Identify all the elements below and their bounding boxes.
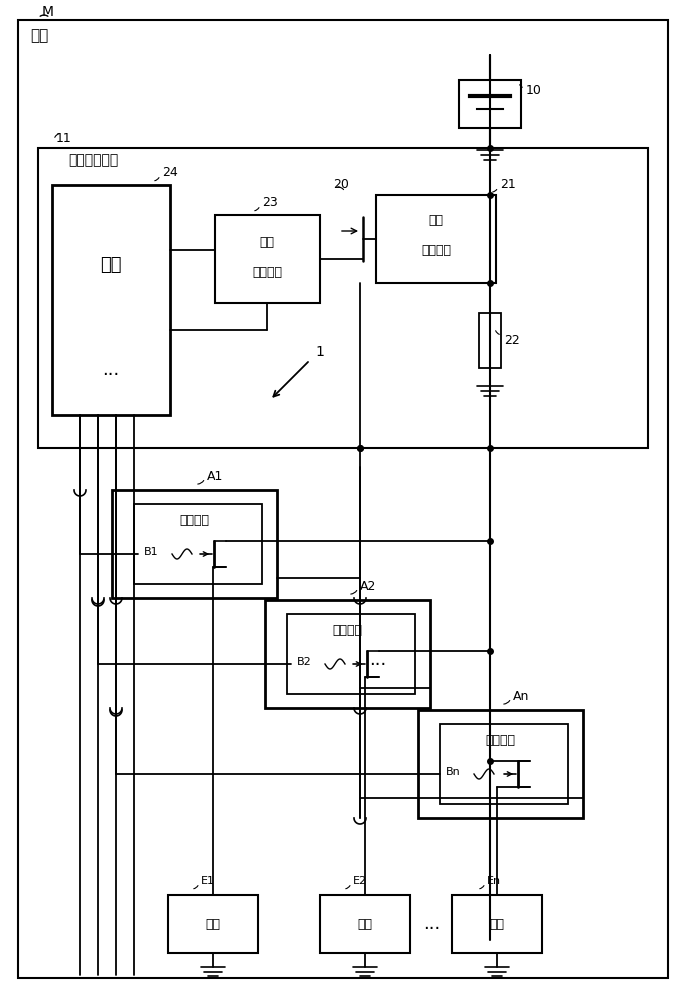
Text: 第一: 第一 <box>260 236 275 249</box>
Bar <box>215 215 320 303</box>
Text: 20: 20 <box>333 178 349 192</box>
Text: 供电控制装置: 供电控制装置 <box>68 153 118 167</box>
Text: 24: 24 <box>162 166 178 180</box>
Bar <box>452 895 542 953</box>
Text: 开关装置: 开关装置 <box>332 624 362 637</box>
Text: 22: 22 <box>504 334 520 347</box>
Text: 负载: 负载 <box>357 918 372 930</box>
Bar <box>418 710 583 818</box>
Bar <box>320 895 410 953</box>
Bar <box>287 614 415 694</box>
Text: B2: B2 <box>297 657 312 667</box>
Text: 负载: 负载 <box>205 918 221 930</box>
Text: 11: 11 <box>56 131 71 144</box>
Text: En: En <box>487 876 501 886</box>
Text: 开关装置: 开关装置 <box>179 514 209 526</box>
Bar <box>38 148 648 448</box>
Bar <box>52 185 170 415</box>
Text: 车辆: 车辆 <box>30 28 48 43</box>
Bar <box>168 895 258 953</box>
Text: 负载: 负载 <box>490 918 504 930</box>
Text: 1: 1 <box>315 345 324 359</box>
Bar <box>479 313 501 368</box>
Bar <box>376 195 496 283</box>
Bar <box>112 490 277 598</box>
Text: An: An <box>513 690 530 702</box>
Text: 10: 10 <box>526 84 542 97</box>
Text: Bn: Bn <box>446 767 461 777</box>
Text: A1: A1 <box>207 470 223 483</box>
Text: 23: 23 <box>262 196 278 210</box>
Text: ...: ... <box>370 651 387 669</box>
Text: M: M <box>42 5 54 19</box>
Text: ...: ... <box>102 361 120 379</box>
Text: E1: E1 <box>201 876 215 886</box>
Bar <box>265 600 430 708</box>
Text: 21: 21 <box>500 178 516 192</box>
Text: 电流: 电流 <box>429 215 444 228</box>
Text: 输出电路: 输出电路 <box>421 244 451 257</box>
Bar <box>459 80 521 128</box>
Text: B1: B1 <box>144 547 159 557</box>
Bar <box>440 724 568 804</box>
Text: 微机: 微机 <box>100 256 122 274</box>
Text: A2: A2 <box>360 580 376 592</box>
Bar <box>134 504 262 584</box>
Text: E2: E2 <box>353 876 367 886</box>
Text: ...: ... <box>423 915 440 933</box>
Text: 驱动电路: 驱动电路 <box>252 266 282 279</box>
Text: 开关装置: 开关装置 <box>485 734 515 746</box>
